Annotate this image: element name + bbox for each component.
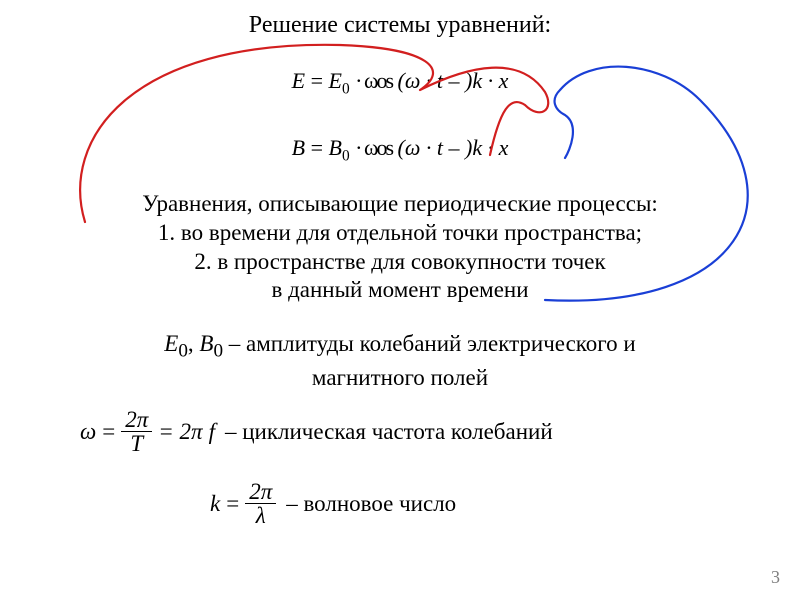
amplitudes-block: E0, B0 – амплитуды колебаний электрическ…: [0, 330, 800, 392]
equation-b: B = B0 · ωos (ω · t – )k · x: [0, 135, 800, 165]
omega-definition: ω = 2π T = 2πf – циклическая частота кол…: [80, 408, 720, 455]
amplitudes-line-2: магнитного полей: [0, 364, 800, 393]
slide: Решение системы уравнений: E = E0 · ωos …: [0, 0, 800, 600]
k-definition: k = 2π λ – волновое число: [210, 480, 710, 527]
description-block: Уравнения, описывающие периодические про…: [0, 190, 800, 305]
desc-line-4: в данный момент времени: [0, 276, 800, 305]
desc-line-1: Уравнения, описывающие периодические про…: [0, 190, 800, 219]
amplitudes-line-1: E0, B0 – амплитуды колебаний электрическ…: [0, 330, 800, 364]
page-title: Решение системы уравнений:: [0, 12, 800, 39]
omega-label: – циклическая частота колебаний: [225, 419, 553, 445]
fraction-2pi-lambda: 2π λ: [245, 480, 276, 527]
k-label: – волновое число: [286, 491, 456, 517]
equation-e: E = E0 · ωos (ω · t – )k · x: [0, 68, 800, 98]
desc-line-3: 2. в пространстве для совокупности точек: [0, 248, 800, 277]
page-number: 3: [771, 567, 780, 588]
desc-line-2: 1. во времени для отдельной точки простр…: [0, 219, 800, 248]
fraction-2pi-T: 2π T: [121, 408, 152, 455]
